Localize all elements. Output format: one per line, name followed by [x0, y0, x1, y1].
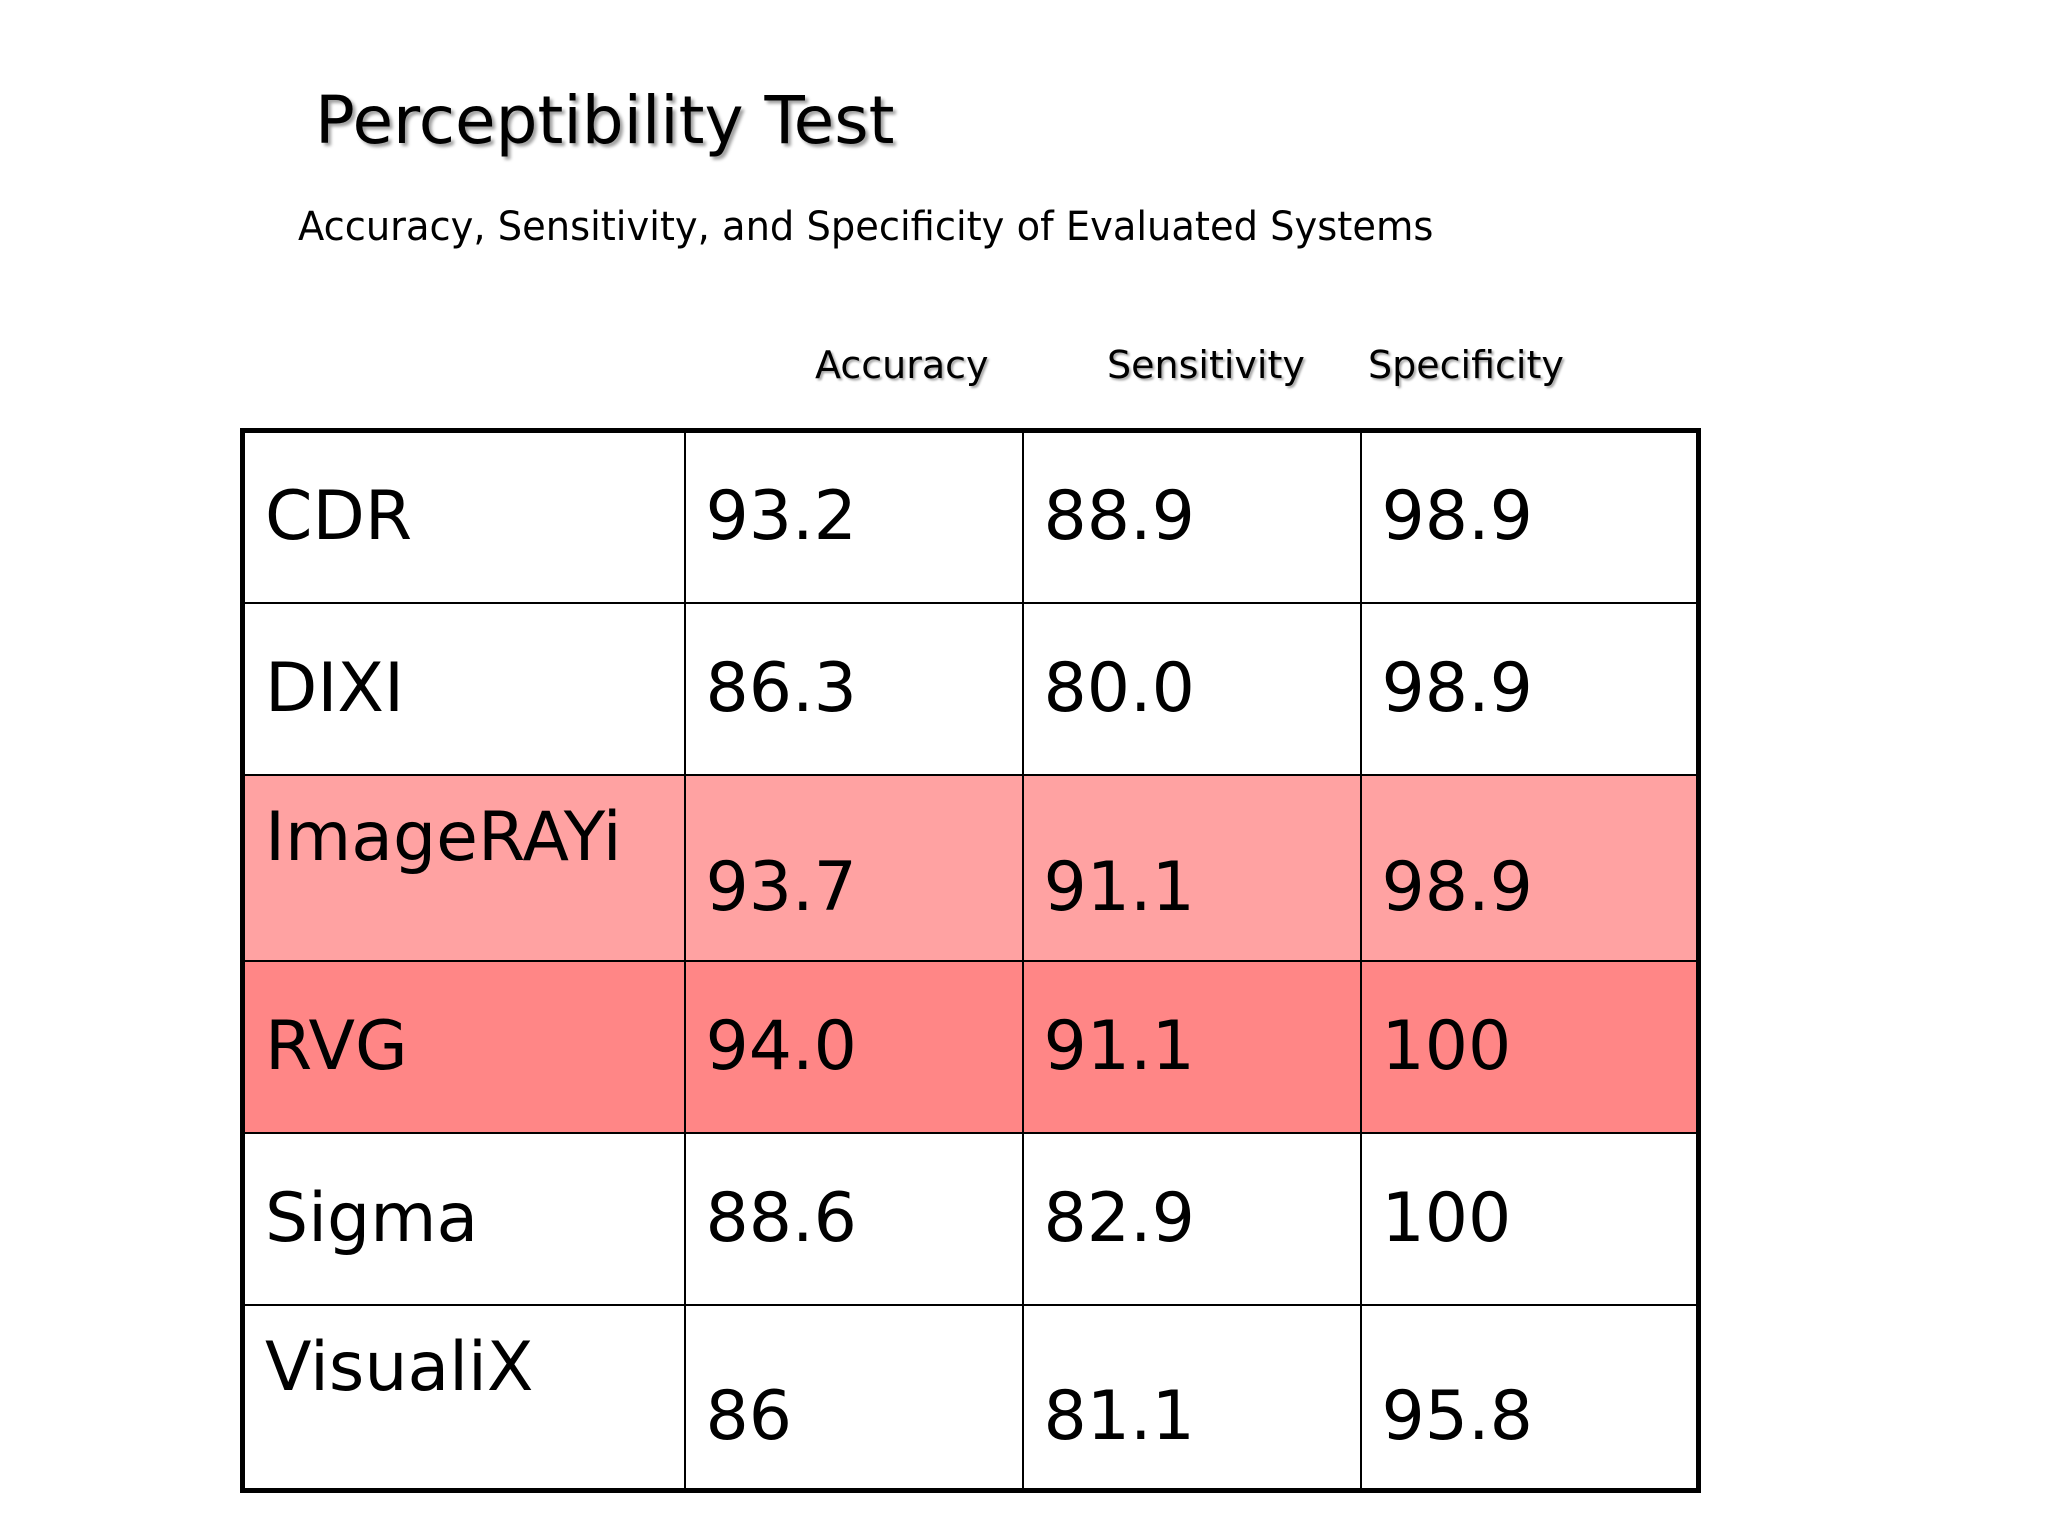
table-row-dixi: DIXI 86.3 80.0 98.9 [241, 601, 1700, 776]
accuracy-cell: 94.0 [683, 959, 1024, 1134]
table-row-visualix: VisualiX 86 81.1 95.8 [241, 1303, 1700, 1492]
specificity-cell: 98.9 [1359, 429, 1700, 604]
specificity-cell: 100 [1359, 959, 1700, 1134]
table-row-imagerayi: ImageRAYi 93.7 91.1 98.9 [241, 773, 1700, 962]
sensitivity-cell: 88.9 [1021, 429, 1362, 604]
specificity-cell: 100 [1359, 1131, 1700, 1306]
specificity-cell: 95.8 [1359, 1303, 1700, 1492]
column-heading-specificity: Specificity [1368, 343, 1564, 387]
specificity-cell: 98.9 [1359, 601, 1700, 776]
accuracy-cell: 93.2 [683, 429, 1024, 604]
accuracy-cell: 86.3 [683, 601, 1024, 776]
sensitivity-cell: 80.0 [1021, 601, 1362, 776]
results-table: CDR 93.2 88.9 98.9 DIXI 86.3 80.0 98.9 I… [240, 428, 1701, 1493]
slide-title: Perceptibility Test [315, 82, 895, 159]
accuracy-cell: 88.6 [683, 1131, 1024, 1306]
table-row-cdr: CDR 93.2 88.9 98.9 [241, 429, 1700, 604]
system-name-cell: RVG [241, 959, 686, 1134]
system-name-cell: Sigma [241, 1131, 686, 1306]
system-name-cell: DIXI [241, 601, 686, 776]
sensitivity-cell: 81.1 [1021, 1303, 1362, 1492]
sensitivity-cell: 82.9 [1021, 1131, 1362, 1306]
sensitivity-cell: 91.1 [1021, 773, 1362, 962]
column-heading-accuracy: Accuracy [815, 343, 989, 387]
slide-subtitle: Accuracy, Sensitivity, and Specificity o… [298, 204, 1434, 250]
table-row-rvg: RVG 94.0 91.1 100 [241, 959, 1700, 1134]
system-name-cell: CDR [241, 429, 686, 604]
accuracy-cell: 86 [683, 1303, 1024, 1492]
system-name-cell: ImageRAYi [241, 773, 686, 962]
sensitivity-cell: 91.1 [1021, 959, 1362, 1134]
accuracy-cell: 93.7 [683, 773, 1024, 962]
specificity-cell: 98.9 [1359, 773, 1700, 962]
column-heading-sensitivity: Sensitivity [1107, 343, 1305, 387]
system-name-cell: VisualiX [241, 1303, 686, 1492]
table-row-sigma: Sigma 88.6 82.9 100 [241, 1131, 1700, 1306]
